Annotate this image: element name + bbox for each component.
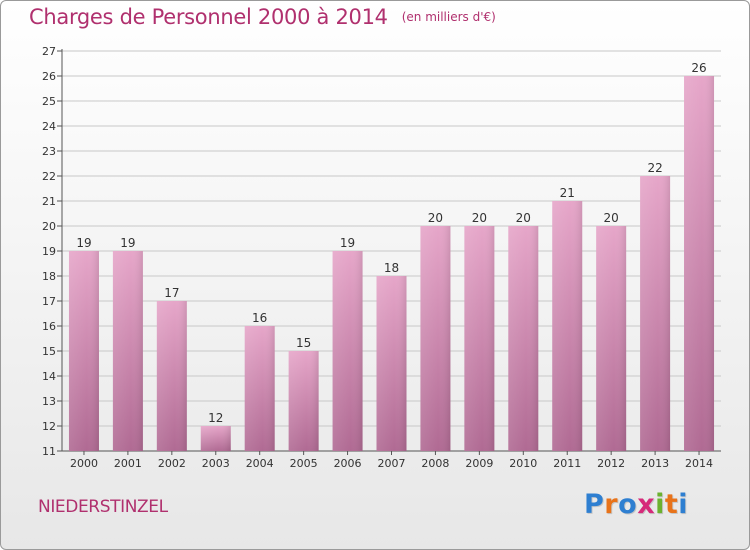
data-label: 20: [516, 211, 531, 225]
y-tick-label: 25: [42, 95, 56, 108]
y-tick-label: 20: [42, 220, 56, 233]
y-tick-label: 19: [42, 245, 56, 258]
logo-letter: i: [655, 489, 665, 520]
y-tick-label: 21: [42, 195, 56, 208]
logo-letter: x: [637, 489, 656, 520]
commune-name: NIEDERSTINZEL: [38, 497, 168, 517]
data-label: 22: [647, 161, 662, 175]
bar-shade: [464, 226, 495, 451]
y-tick-label: 27: [42, 45, 56, 58]
y-tick-label: 26: [42, 70, 56, 83]
bar-shade: [596, 226, 627, 451]
bar-shade: [68, 251, 99, 451]
y-tick-label: 24: [42, 120, 56, 133]
bar-shade: [244, 326, 275, 451]
x-tick-label: 2003: [202, 457, 230, 470]
x-tick-label: 2008: [421, 457, 449, 470]
x-tick-label: 2006: [334, 457, 362, 470]
logo-letter: P: [584, 489, 605, 520]
bar-shade: [552, 201, 583, 451]
logo-letter: o: [618, 489, 638, 520]
data-label: 19: [120, 236, 135, 250]
x-tick-label: 2013: [641, 457, 669, 470]
data-label: 19: [340, 236, 355, 250]
chart-subtitle: (en milliers d'€): [401, 10, 496, 24]
x-tick-label: 2011: [553, 457, 581, 470]
logo-letter: i: [678, 489, 689, 520]
data-label: 15: [296, 336, 311, 350]
x-tick-label: 2014: [685, 457, 713, 470]
y-tick-label: 16: [42, 320, 56, 333]
data-label: 17: [164, 286, 179, 300]
bar-shade: [112, 251, 143, 451]
bar-shade: [420, 226, 451, 451]
bar-shade: [200, 426, 231, 451]
y-tick-label: 14: [42, 370, 56, 383]
data-label: 20: [472, 211, 487, 225]
data-label: 16: [252, 311, 267, 325]
x-tick-label: 2005: [290, 457, 318, 470]
chart-title: Charges de Personnel 2000 à 2014 (en mill…: [29, 5, 496, 29]
y-tick-label: 22: [42, 170, 56, 183]
data-label: 20: [428, 211, 443, 225]
bar-shade: [332, 251, 363, 451]
x-tick-label: 2009: [465, 457, 493, 470]
data-label: 18: [384, 261, 399, 275]
logo-letter: r: [604, 489, 619, 520]
y-tick-label: 13: [42, 395, 56, 408]
bar-shade: [640, 176, 671, 451]
x-tick-label: 2002: [158, 457, 186, 470]
x-tick-label: 2004: [246, 457, 274, 470]
bar-shade: [288, 351, 319, 451]
bar-shade: [376, 276, 407, 451]
x-tick-label: 2001: [114, 457, 142, 470]
data-label: 21: [560, 186, 575, 200]
bar-shade: [156, 301, 187, 451]
bar-shade: [684, 76, 715, 451]
y-tick-label: 17: [42, 295, 56, 308]
x-tick-label: 2007: [378, 457, 406, 470]
chart-title-text: Charges de Personnel 2000 à 2014: [29, 5, 388, 29]
bar-shade: [508, 226, 539, 451]
x-tick-label: 2010: [509, 457, 537, 470]
y-tick-label: 18: [42, 270, 56, 283]
data-label: 12: [208, 411, 223, 425]
x-tick-label: 2012: [597, 457, 625, 470]
y-tick-label: 15: [42, 345, 56, 358]
y-tick-label: 12: [42, 420, 56, 433]
data-label: 26: [691, 61, 706, 75]
proxiti-logo: Proxiti: [584, 489, 688, 520]
y-tick-label: 23: [42, 145, 56, 158]
logo-letter: t: [664, 489, 679, 520]
data-label: 20: [604, 211, 619, 225]
y-tick-label: 11: [42, 445, 56, 458]
x-tick-label: 2000: [70, 457, 98, 470]
data-label: 19: [76, 236, 91, 250]
